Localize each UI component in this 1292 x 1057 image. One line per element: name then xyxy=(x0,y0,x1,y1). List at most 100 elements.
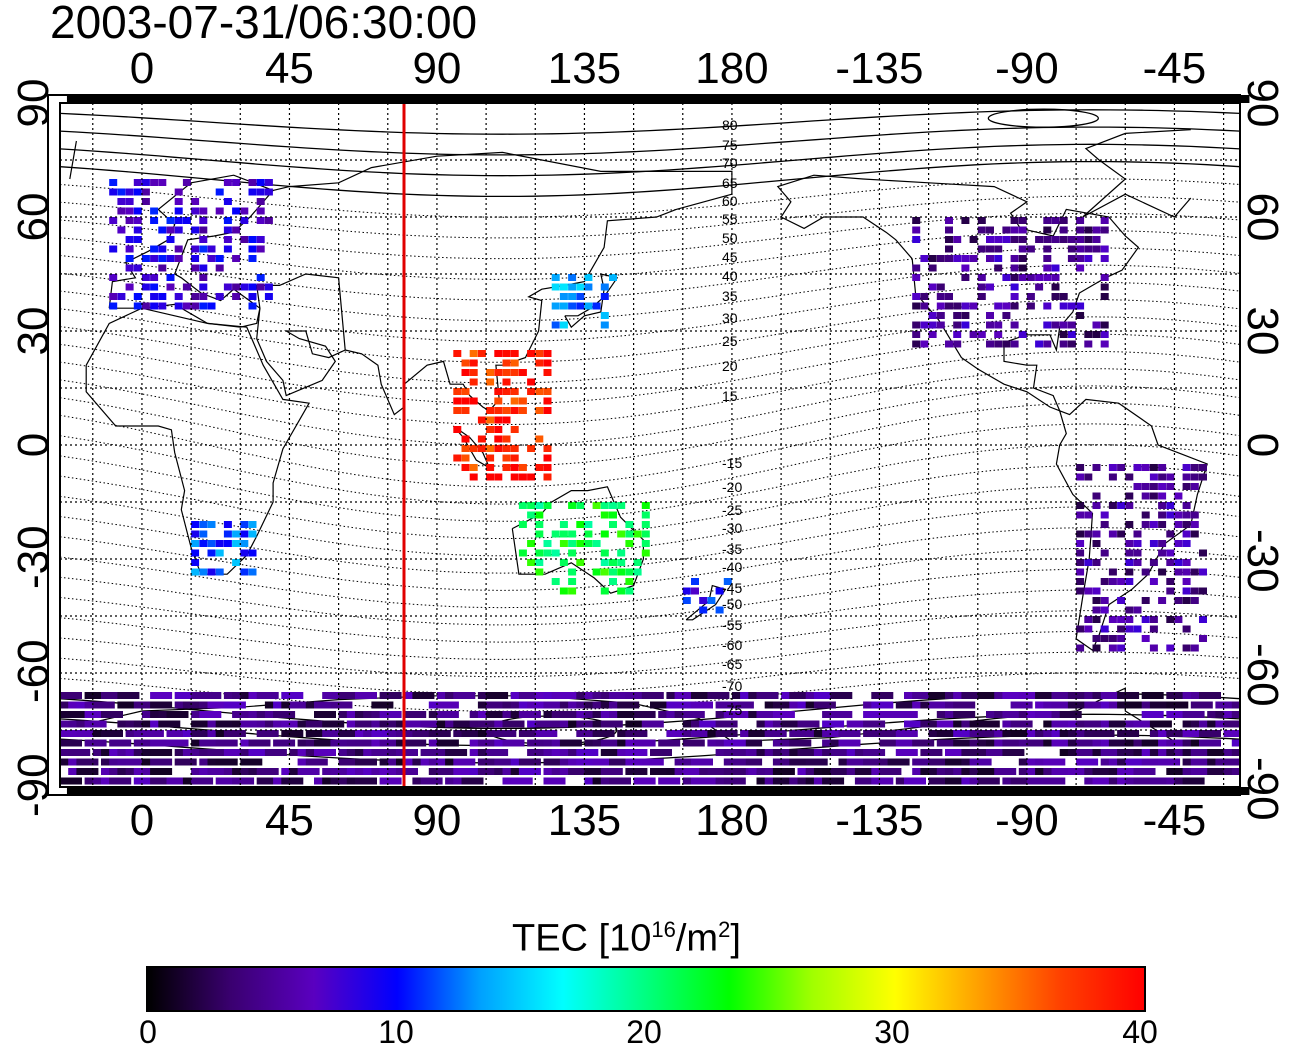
tec-cell xyxy=(674,758,697,766)
tec-cell xyxy=(191,198,200,205)
tec-cell xyxy=(609,521,617,528)
tec-cell xyxy=(1010,777,1033,785)
tec-cell xyxy=(248,255,257,262)
tec-cell xyxy=(109,188,118,196)
tec-cell xyxy=(117,198,126,205)
tec-cell xyxy=(879,739,902,747)
tec-cell xyxy=(101,692,123,699)
left-latitude-tick-label: 60 xyxy=(9,192,58,242)
tec-cell xyxy=(543,397,552,405)
tec-cell xyxy=(543,758,566,766)
tec-cell xyxy=(1076,749,1099,756)
tec-cell xyxy=(715,720,738,728)
tec-cell xyxy=(1043,758,1066,766)
tec-cell xyxy=(1018,236,1027,243)
tec-cell xyxy=(1067,302,1076,310)
tec-cell xyxy=(789,739,812,747)
tec-cell xyxy=(1125,549,1134,557)
tec-cell xyxy=(223,245,232,253)
tec-cell xyxy=(986,245,994,253)
tec-cell xyxy=(723,777,746,785)
top-longitude-tick-label: 180 xyxy=(695,44,769,93)
tec-cell xyxy=(232,777,255,785)
tec-cell xyxy=(1092,616,1101,623)
tec-cell xyxy=(576,540,585,547)
tec-cell xyxy=(723,578,732,585)
tec-cell xyxy=(625,758,648,766)
tec-cell xyxy=(715,730,738,737)
tec-cell xyxy=(207,768,230,775)
left-latitude-tick-label: 30 xyxy=(9,306,58,356)
tec-cell xyxy=(609,692,631,699)
tec-cell xyxy=(600,568,609,576)
tec-cell xyxy=(945,255,953,262)
magnetic-latitude-label: -25 xyxy=(722,502,743,518)
tec-cell xyxy=(699,606,708,614)
tec-cell xyxy=(215,568,224,576)
tec-cell xyxy=(1076,559,1085,566)
magnetic-latitude-contours xyxy=(59,108,1240,764)
left-latitude-tick-label: -60 xyxy=(9,639,58,703)
tec-cell xyxy=(1166,578,1175,585)
tec-cell xyxy=(1100,749,1123,756)
tec-cell xyxy=(1092,635,1101,642)
tec-cell xyxy=(1149,521,1158,528)
tec-cell xyxy=(559,321,568,329)
tec-cell xyxy=(1166,616,1175,623)
tec-cell xyxy=(199,245,208,253)
tec-cell xyxy=(953,255,962,262)
tec-cell xyxy=(150,293,159,300)
tec-cell xyxy=(101,730,123,737)
tec-cell xyxy=(543,502,552,509)
tec-cell xyxy=(1092,236,1101,243)
tec-cell xyxy=(658,739,681,747)
frame-bar xyxy=(656,787,807,795)
tec-cell xyxy=(191,207,200,215)
tec-cell xyxy=(1149,616,1158,623)
tec-cell xyxy=(1035,340,1044,348)
tec-cell xyxy=(1117,530,1126,538)
tec-cell xyxy=(1002,274,1011,281)
tec-cell xyxy=(256,692,279,699)
tec-cell xyxy=(133,264,142,272)
tec-cell xyxy=(1035,711,1058,718)
tec-cell xyxy=(600,511,609,519)
tec-cell xyxy=(199,302,208,310)
tec-cell xyxy=(535,530,544,538)
tec-cell xyxy=(486,407,495,414)
tec-cell xyxy=(1043,340,1052,348)
tec-cell xyxy=(854,768,877,775)
tec-cell xyxy=(633,559,642,566)
tec-cell xyxy=(510,473,519,481)
frame-bar xyxy=(656,95,807,103)
tec-cell xyxy=(994,264,1003,272)
tec-cell xyxy=(912,321,921,329)
tec-cell xyxy=(633,777,656,785)
tec-cell xyxy=(1141,692,1164,699)
tec-cell xyxy=(518,369,527,376)
tec-cell xyxy=(1084,236,1093,243)
tec-cell xyxy=(1182,464,1191,471)
left-latitude-tick-label: -30 xyxy=(9,525,58,589)
tec-cell xyxy=(174,255,183,262)
tec-cell xyxy=(1158,511,1167,519)
tec-cell xyxy=(863,720,886,728)
tec-cell xyxy=(1059,217,1068,224)
tec-cell xyxy=(600,283,609,291)
tec-cell xyxy=(1067,236,1076,243)
tec-cell xyxy=(1190,701,1213,709)
tec-cell xyxy=(1231,711,1240,718)
tec-cell xyxy=(1076,530,1085,538)
tec-cell xyxy=(912,226,921,234)
tec-cell xyxy=(1190,530,1199,538)
tec-cell xyxy=(150,777,173,785)
tec-cell xyxy=(1043,255,1052,262)
tec-cell xyxy=(199,283,208,291)
frame-bar xyxy=(66,95,217,103)
tec-cell xyxy=(84,711,107,718)
tec-cell xyxy=(248,302,257,310)
top-longitude-tick-label: -45 xyxy=(1142,44,1207,93)
tec-cell xyxy=(789,758,812,766)
tec-cell xyxy=(592,758,615,766)
